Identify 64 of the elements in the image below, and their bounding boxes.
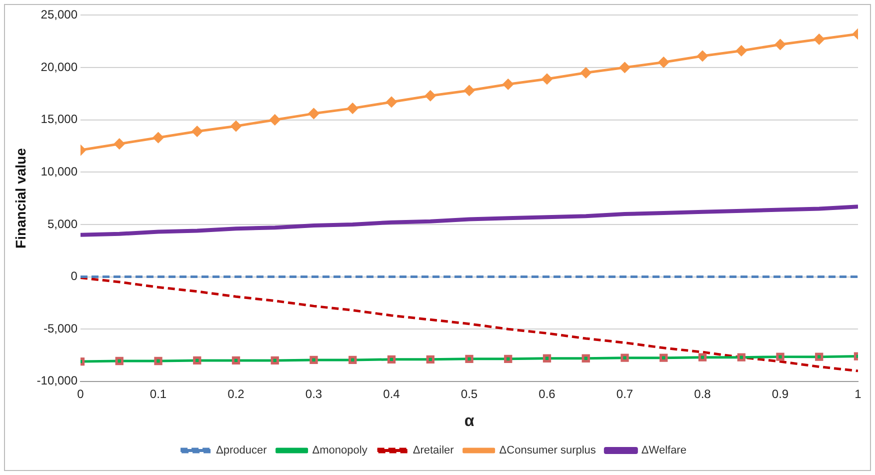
line-series bbox=[80, 276, 858, 372]
y-tick-label: 0 bbox=[70, 269, 78, 284]
point bbox=[426, 355, 434, 364]
x-tick-label: 1 bbox=[854, 386, 862, 401]
legend-label: Δmonopoly bbox=[312, 444, 368, 457]
point bbox=[542, 354, 552, 362]
legend-label: ΔConsumer surplus bbox=[499, 444, 596, 457]
y-tick-label: 10,000 bbox=[40, 164, 78, 178]
point bbox=[347, 103, 358, 114]
x-tick-label: 0.5 bbox=[460, 386, 478, 401]
point bbox=[814, 34, 824, 45]
point bbox=[698, 353, 707, 362]
point bbox=[620, 354, 629, 362]
point bbox=[465, 354, 474, 363]
x-tick-label: 0.8 bbox=[694, 386, 712, 401]
x-tick-label: 0.9 bbox=[772, 386, 789, 401]
x-axis-title: α bbox=[464, 412, 474, 430]
point bbox=[386, 96, 397, 108]
y-tick-label: -5,000 bbox=[43, 321, 78, 336]
legend-label: Δretailer bbox=[412, 444, 454, 457]
y-tick-label: 5,000 bbox=[47, 216, 78, 231]
point bbox=[232, 356, 240, 365]
point bbox=[192, 126, 202, 137]
point bbox=[153, 132, 164, 143]
x-tick-label: 0.7 bbox=[616, 386, 634, 401]
point bbox=[542, 74, 552, 84]
x-tick-label: 0.3 bbox=[305, 386, 322, 401]
point bbox=[658, 57, 669, 68]
point bbox=[348, 356, 357, 364]
point bbox=[776, 352, 784, 361]
point bbox=[775, 39, 786, 50]
point bbox=[115, 356, 124, 366]
point bbox=[387, 355, 396, 364]
point bbox=[815, 352, 824, 361]
point bbox=[736, 46, 747, 56]
x-tick-label: 0.4 bbox=[383, 386, 400, 401]
point bbox=[580, 67, 592, 78]
point bbox=[737, 353, 746, 362]
x-tick-label: 0.2 bbox=[228, 386, 245, 401]
y-tick-label: 20,000 bbox=[40, 60, 78, 74]
y-tick-label: -10,000 bbox=[36, 374, 78, 388]
point bbox=[154, 356, 162, 366]
point bbox=[502, 79, 514, 90]
point bbox=[308, 108, 319, 119]
point bbox=[270, 114, 280, 126]
legend-label: ΔWelfare bbox=[641, 444, 686, 457]
point bbox=[230, 120, 242, 132]
y-tick-label: 25,000 bbox=[40, 8, 78, 22]
point bbox=[620, 62, 630, 73]
point bbox=[193, 356, 202, 365]
point bbox=[270, 356, 279, 365]
point bbox=[114, 138, 125, 150]
point bbox=[697, 50, 708, 62]
point bbox=[504, 354, 512, 363]
y-tick-label: 15,000 bbox=[40, 112, 78, 126]
point bbox=[582, 354, 590, 362]
point bbox=[425, 90, 436, 102]
y-axis-title: Financial value bbox=[12, 148, 28, 248]
point bbox=[464, 85, 474, 96]
point bbox=[660, 354, 668, 362]
x-tick-label: 0.6 bbox=[538, 386, 556, 401]
point bbox=[310, 356, 318, 364]
x-tick-label: 0.1 bbox=[150, 386, 167, 401]
legend-label: Δproducer bbox=[216, 444, 268, 457]
